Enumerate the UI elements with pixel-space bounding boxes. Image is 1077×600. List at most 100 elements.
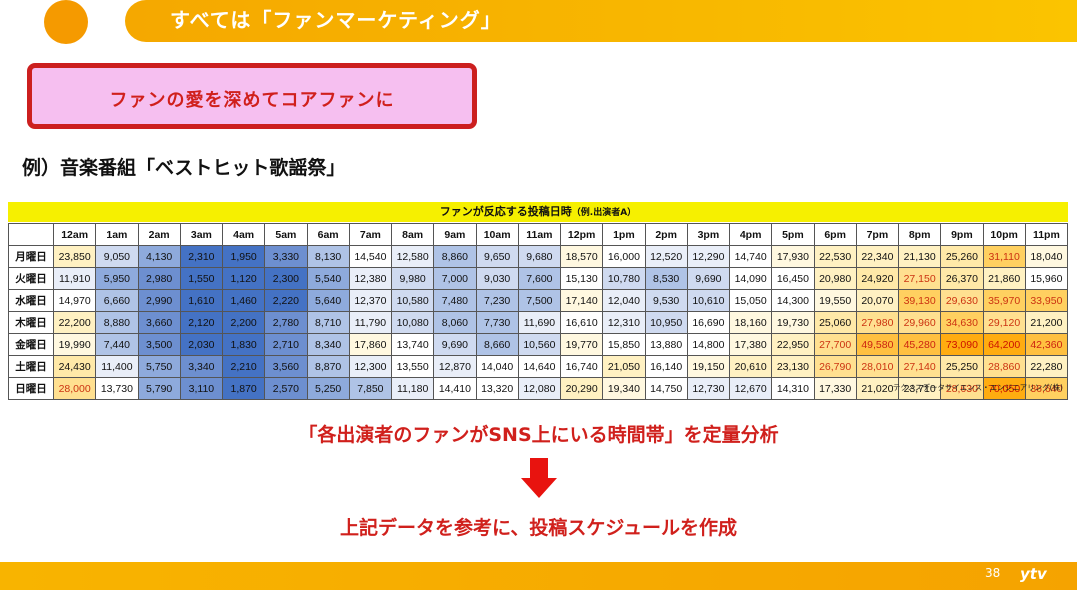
table-title-text: ファンが反応する投稿日時 (439, 205, 572, 218)
heatmap-cell: 5,950 (95, 267, 139, 290)
heatmap-cell: 2,710 (264, 333, 308, 356)
hour-header: 9pm (940, 223, 984, 246)
table-row: 土曜日 24,430 11,400 5,750 3,340 2,210 3,560 8,870… (8, 355, 1069, 378)
heatmap-cell: 28,000 (52, 377, 97, 400)
heatmap-cell: 23,130 (771, 355, 815, 378)
heatmap-cell: 9,980 (390, 267, 435, 290)
heatmap-cell: 16,610 (559, 311, 604, 334)
heatmap-cell: 19,340 (602, 377, 646, 400)
hour-header: 4pm (728, 223, 773, 246)
heatmap-cell: 22,340 (855, 245, 900, 268)
heatmap-cell: 14,310 (771, 377, 815, 400)
heatmap-cell: 14,040 (475, 355, 519, 378)
heatmap-cell: 12,370 (348, 289, 393, 312)
heatmap-cell: 3,500 (137, 333, 181, 356)
heatmap-cell: 18,570 (559, 245, 604, 268)
table-row: 木曜日 22,200 8,880 3,660 2,120 2,200 2,780 8,710 1… (8, 311, 1069, 334)
table-title: ファンが反応する投稿日時（例.出演者A） (8, 202, 1068, 222)
day-label: 水曜日 (8, 289, 54, 312)
heatmap-cell: 20,610 (728, 355, 773, 378)
heatmap-cell: 9,530 (644, 289, 688, 312)
heatmap-cell: 1,460 (221, 289, 266, 312)
ytv-logo: ytv (1020, 565, 1047, 583)
hour-header: 7pm (855, 223, 900, 246)
heatmap-cell: 3,340 (179, 355, 224, 378)
heatmap-cell: 14,090 (728, 267, 773, 290)
heatmap-cell: 18,160 (728, 311, 773, 334)
heatmap-cell: 2,570 (264, 377, 308, 400)
heatmap-cell: 13,730 (95, 377, 139, 400)
heatmap-cell: 1,550 (179, 267, 224, 290)
heatmap-cell: 2,780 (264, 311, 308, 334)
example-heading: 例）音楽番組「ベストヒット歌謡祭」 (22, 157, 346, 179)
heatmap-cell: 64,200 (982, 333, 1026, 356)
heatmap-cell: 12,290 (686, 245, 731, 268)
heatmap-cell: 24,430 (52, 355, 97, 378)
hour-header: 2am (137, 223, 181, 246)
heatmap-cell: 12,730 (686, 377, 731, 400)
heatmap-cell: 12,670 (728, 377, 773, 400)
heatmap-cell: 15,050 (728, 289, 773, 312)
heatmap-cell: 17,860 (348, 333, 393, 356)
heatmap-cell: 8,860 (433, 245, 477, 268)
heatmap-cell: 1,610 (179, 289, 224, 312)
hour-header: 3pm (686, 223, 731, 246)
heatmap-cell: 7,440 (95, 333, 139, 356)
heatmap-cell: 1,950 (221, 245, 266, 268)
heatmap-cell: 17,930 (771, 245, 815, 268)
heatmap-cell: 39,130 (897, 289, 942, 312)
hour-header: 4am (221, 223, 266, 246)
day-label: 土曜日 (8, 355, 54, 378)
heatmap-cell: 11,910 (52, 267, 97, 290)
hour-header: 1pm (602, 223, 646, 246)
heatmap-cell: 16,140 (644, 355, 688, 378)
source-credit: テクノスデータサイエンス・エンジニアリング(株) (892, 383, 1063, 392)
heatmap-cell: 17,330 (813, 377, 857, 400)
heatmap-cell: 12,040 (602, 289, 646, 312)
heatmap-cell: 5,540 (306, 267, 350, 290)
heatmap-cell: 2,300 (264, 267, 308, 290)
heatmap-cell: 18,040 (1024, 245, 1069, 268)
heatmap-cell: 2,030 (179, 333, 224, 356)
heatmap-cell: 11,180 (390, 377, 435, 400)
table-row: 月曜日 23,850 9,050 4,130 2,310 1,950 3,330 8,130 1… (8, 245, 1069, 268)
hour-header: 8am (390, 223, 435, 246)
callout-box: ファンの愛を深めてコアファンに (27, 63, 477, 129)
heatmap-cell: 15,130 (559, 267, 604, 290)
heatmap-cell: 9,030 (475, 267, 519, 290)
table-row: 金曜日 19,990 7,440 3,500 2,030 1,830 2,710 8,340 1… (8, 333, 1069, 356)
heatmap-cell: 8,340 (306, 333, 350, 356)
heatmap-cell: 3,110 (179, 377, 224, 400)
heatmap-cell: 31,110 (982, 245, 1026, 268)
heatmap-cell: 29,630 (940, 289, 984, 312)
heatmap-cell: 21,050 (602, 355, 646, 378)
heatmap-cell: 12,310 (602, 311, 646, 334)
hour-header: 10pm (982, 223, 1026, 246)
plan-text: 上記データを参考に、投稿スケジュールを作成 (339, 517, 738, 539)
heatmap-cell: 27,140 (897, 355, 942, 378)
heatmap-cell: 12,870 (433, 355, 477, 378)
heatmap-cell: 12,580 (390, 245, 435, 268)
heatmap-cell: 14,540 (348, 245, 393, 268)
day-label: 日曜日 (8, 377, 54, 400)
heatmap-cell: 22,280 (1024, 355, 1069, 378)
heatmap-cell: 9,680 (517, 245, 562, 268)
heatmap-cell: 10,780 (602, 267, 646, 290)
heatmap-cell: 16,450 (771, 267, 815, 290)
heatmap-cell: 8,530 (644, 267, 688, 290)
heatmap-cell: 28,860 (982, 355, 1026, 378)
heatmap-cell: 27,150 (897, 267, 942, 290)
heatmap-cell: 14,410 (433, 377, 477, 400)
table-row: 水曜日 14,970 6,660 2,990 1,610 1,460 2,220 5,640 1… (8, 289, 1069, 312)
heatmap-cell: 10,560 (517, 333, 562, 356)
heatmap-cell: 2,310 (179, 245, 224, 268)
footer-bar (0, 562, 1077, 590)
heatmap-cell: 21,130 (897, 245, 942, 268)
hour-header: 11pm (1024, 223, 1069, 246)
heatmap-cell: 16,690 (686, 311, 731, 334)
heatmap-cell: 29,120 (982, 311, 1026, 334)
heatmap-cell: 26,370 (940, 267, 984, 290)
heatmap-cell: 12,380 (348, 267, 393, 290)
heatmap-cell: 6,660 (95, 289, 139, 312)
heatmap-cell: 2,220 (264, 289, 308, 312)
